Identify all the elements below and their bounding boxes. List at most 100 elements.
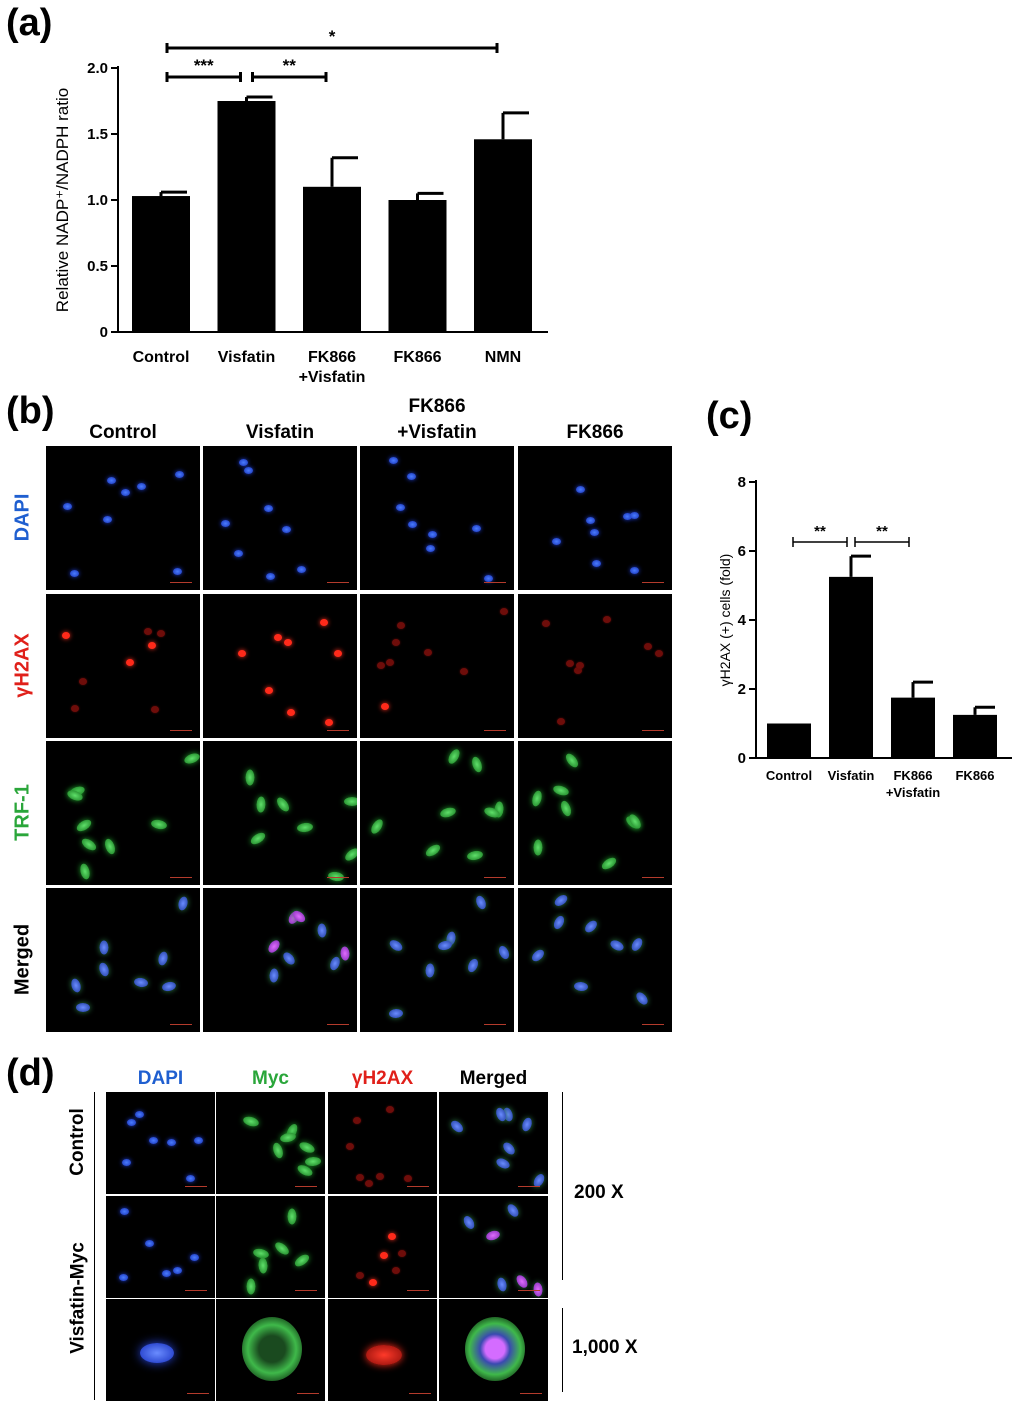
micrograph-tile bbox=[203, 888, 357, 1032]
trf1-cell-green bbox=[183, 751, 200, 766]
nucleus-blue bbox=[576, 486, 586, 494]
trf1-cell-green bbox=[297, 1139, 317, 1155]
bar bbox=[829, 576, 873, 758]
gh2ax-focus-red bbox=[380, 702, 389, 710]
micrograph-tile bbox=[46, 594, 200, 738]
gh2ax-focus-red bbox=[575, 662, 584, 670]
bar bbox=[891, 697, 935, 758]
gh2ax-focus-red bbox=[320, 618, 329, 626]
trf1-cell-green bbox=[273, 1240, 292, 1258]
magnification-label: 200 X bbox=[574, 1182, 624, 1203]
scale-bar bbox=[518, 1290, 540, 1291]
micrograph-tile-high-mag bbox=[106, 1299, 215, 1401]
scale-bar bbox=[327, 582, 349, 583]
panel-d-column-header: Merged bbox=[459, 1068, 528, 1089]
nucleus-blue bbox=[484, 575, 494, 583]
gh2ax-focus-red bbox=[654, 650, 663, 657]
bar bbox=[303, 186, 361, 332]
merged-cell bbox=[496, 943, 511, 961]
scale-bar bbox=[185, 1290, 207, 1291]
nucleus-blue bbox=[266, 572, 276, 580]
nucleus-blue bbox=[193, 1137, 203, 1145]
trf1-cell-green bbox=[368, 817, 385, 836]
panel-d-row-label: Visfatin-Myc bbox=[67, 1241, 88, 1354]
significance-label: ** bbox=[814, 523, 826, 540]
gh2ax-focus-red bbox=[352, 1117, 361, 1125]
nucleus-blue bbox=[427, 531, 437, 539]
y-tick-label: 4 bbox=[738, 612, 747, 629]
micrograph-tile bbox=[216, 1196, 325, 1298]
nucleus-blue bbox=[70, 570, 80, 578]
gh2ax-focus-red bbox=[70, 705, 79, 713]
nucleus-blue bbox=[135, 1111, 145, 1119]
scale-bar bbox=[297, 1393, 319, 1394]
y-tick-label: 8 bbox=[738, 474, 746, 491]
nucleus-blue bbox=[630, 512, 640, 520]
merged-cell bbox=[97, 961, 111, 978]
gh2ax-focus-red bbox=[376, 1172, 385, 1180]
significance-label: * bbox=[329, 27, 336, 46]
trf1-cell-green bbox=[103, 836, 118, 856]
scale-bar bbox=[185, 1186, 207, 1187]
significance-label: ** bbox=[876, 523, 888, 540]
merged-cell bbox=[156, 950, 170, 967]
magnification-label: 1,000 X bbox=[572, 1337, 638, 1358]
panel-b-row-label: γH2AX bbox=[11, 633, 34, 698]
merged-cell bbox=[633, 990, 650, 1007]
scale-bar bbox=[170, 877, 192, 878]
trf1-cell-green bbox=[530, 789, 544, 808]
merged-cell bbox=[514, 1273, 531, 1291]
gh2ax-focus-red bbox=[325, 719, 334, 727]
micrograph-tile bbox=[360, 741, 514, 885]
micrograph-tile bbox=[518, 741, 672, 885]
gh2ax-focus-red bbox=[499, 607, 508, 615]
merged-cell bbox=[448, 1118, 465, 1135]
panel-d-row-label: Control bbox=[67, 1108, 88, 1176]
trf1-cell-green bbox=[342, 845, 357, 863]
gh2ax-focus-red bbox=[573, 667, 582, 675]
gh2ax-focus-red bbox=[157, 630, 166, 638]
gh2ax-focus-red bbox=[356, 1272, 365, 1280]
merged-cell bbox=[495, 1156, 512, 1171]
merged-cell bbox=[505, 1202, 522, 1219]
nucleus-blue bbox=[162, 1270, 172, 1278]
trf1-cell-green bbox=[438, 806, 457, 820]
scale-bar bbox=[407, 1186, 429, 1187]
nucleus-blue bbox=[296, 565, 306, 573]
micrograph-tile bbox=[46, 888, 200, 1032]
trf1-cell-green bbox=[79, 836, 98, 853]
micrograph-tile bbox=[203, 741, 357, 885]
bar bbox=[474, 139, 532, 332]
gh2ax-focus-red bbox=[150, 706, 159, 714]
merged-cell bbox=[133, 976, 149, 988]
significance-label: *** bbox=[194, 56, 214, 75]
trf1-cell-green bbox=[293, 1252, 312, 1269]
nucleus-blue bbox=[140, 1343, 174, 1363]
nucleus-blue bbox=[120, 1208, 130, 1216]
trf1-cell-green bbox=[563, 751, 581, 770]
trf1-cell-green bbox=[551, 784, 570, 798]
trf1-cell-green bbox=[296, 822, 314, 834]
trf1-cell-green bbox=[78, 862, 92, 881]
category-label: NMN bbox=[485, 349, 521, 366]
scale-bar bbox=[642, 730, 664, 731]
nucleus-blue bbox=[148, 1137, 158, 1145]
myc-cell-green bbox=[242, 1317, 302, 1381]
panel-b-row-label: TRF-1 bbox=[11, 784, 34, 841]
scale-bar bbox=[170, 1024, 192, 1025]
category-label: FK866 bbox=[308, 349, 356, 366]
gh2ax-focus-red bbox=[392, 1266, 401, 1274]
nucleus-blue bbox=[425, 544, 435, 552]
nucleus-blue bbox=[406, 472, 416, 480]
y-tick-label: 2.0 bbox=[87, 60, 108, 77]
scale-bar bbox=[295, 1186, 317, 1187]
gh2ax-focus-red bbox=[364, 1180, 373, 1188]
merged-cell bbox=[495, 1276, 508, 1292]
gh2ax-focus-red bbox=[377, 662, 386, 670]
scale-bar bbox=[642, 582, 664, 583]
nucleus-blue bbox=[238, 459, 248, 467]
nucleus-blue bbox=[173, 1266, 183, 1274]
merged-cell bbox=[69, 977, 83, 994]
panel-label-a: (a) bbox=[6, 2, 53, 44]
trf1-cell-green bbox=[465, 849, 484, 862]
